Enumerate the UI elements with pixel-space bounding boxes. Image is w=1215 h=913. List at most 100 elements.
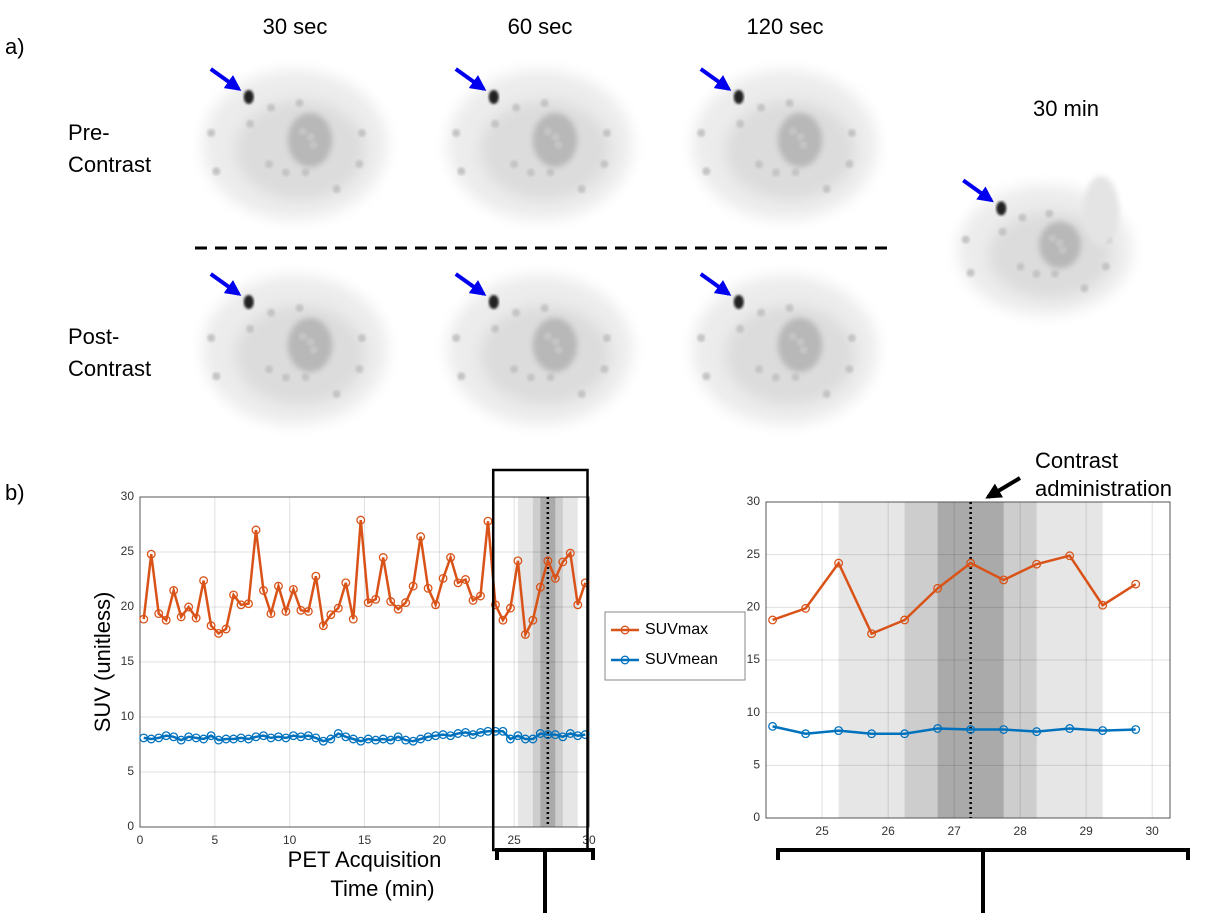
lesion xyxy=(734,295,744,309)
speckle xyxy=(848,334,856,342)
x-tick-label: 25 xyxy=(815,824,829,838)
speckle xyxy=(1045,210,1053,218)
speckle xyxy=(282,169,290,177)
speckle xyxy=(541,99,549,107)
speckle xyxy=(282,374,290,382)
x-tick-label: 30 xyxy=(582,833,596,847)
speckle xyxy=(1018,214,1026,222)
speckle xyxy=(512,104,520,112)
x-tick-label: 5 xyxy=(211,833,218,847)
speckle xyxy=(600,365,608,373)
pet-image xyxy=(693,274,878,425)
speckle xyxy=(310,346,318,354)
speckle xyxy=(355,365,363,373)
x-tick-label: 10 xyxy=(283,833,297,847)
speckle xyxy=(702,167,710,175)
speckle xyxy=(1102,263,1110,271)
y-tick-label: 25 xyxy=(121,544,135,558)
arrow xyxy=(211,274,239,294)
speckle xyxy=(1051,270,1059,278)
speckle xyxy=(772,374,780,382)
speckle xyxy=(267,309,275,317)
shoulder xyxy=(1083,176,1119,246)
x-tick-label: 28 xyxy=(1013,824,1027,838)
lesion xyxy=(734,90,744,104)
pet-image xyxy=(203,274,388,425)
x-axis-label: PET Acquisition xyxy=(288,847,442,872)
speckle xyxy=(552,338,560,346)
pet-image xyxy=(448,274,633,425)
bracket xyxy=(778,850,1188,913)
speckle xyxy=(600,160,608,168)
speckle xyxy=(848,129,856,137)
lesion xyxy=(489,295,499,309)
pet-image xyxy=(448,69,633,220)
figure: a) b) 30 sec 60 sec 120 sec 30 min Pre- … xyxy=(0,0,1215,913)
speckle xyxy=(527,374,535,382)
arrow xyxy=(701,274,729,294)
speckle xyxy=(512,309,520,317)
speckle xyxy=(845,160,853,168)
speckle xyxy=(702,372,710,380)
speckle xyxy=(755,365,763,373)
speckle xyxy=(358,334,366,342)
speckle xyxy=(510,365,518,373)
y-tick-label: 0 xyxy=(753,810,760,824)
column-label: 30 min xyxy=(1033,96,1099,121)
speckle xyxy=(358,129,366,137)
row-label: Contrast xyxy=(68,152,151,177)
speckle xyxy=(697,334,705,342)
speckle xyxy=(823,185,831,193)
speckle xyxy=(845,365,853,373)
speckle xyxy=(792,373,800,381)
speckle xyxy=(736,325,744,333)
speckle xyxy=(823,390,831,398)
column-label: 60 sec xyxy=(508,14,573,39)
speckle xyxy=(967,269,975,277)
speckle xyxy=(457,167,465,175)
speckle xyxy=(452,334,460,342)
speckle xyxy=(1056,239,1064,247)
speckle xyxy=(544,127,552,135)
speckle xyxy=(999,228,1007,236)
speckle xyxy=(1080,284,1088,292)
speckle xyxy=(310,141,318,149)
speckle xyxy=(789,127,797,135)
arrow xyxy=(701,69,729,89)
speckle xyxy=(510,160,518,168)
speckle xyxy=(547,168,555,176)
arrow xyxy=(456,69,484,89)
speckle xyxy=(772,169,780,177)
lesion xyxy=(996,201,1006,215)
y-tick-label: 5 xyxy=(127,764,134,778)
row-label: Pre- xyxy=(68,120,110,145)
x-tick-label: 29 xyxy=(1079,824,1093,838)
speckle xyxy=(491,325,499,333)
pet-image xyxy=(693,69,878,220)
speckle xyxy=(246,120,254,128)
speckle xyxy=(757,104,765,112)
column-label: 30 sec xyxy=(263,14,328,39)
pet-image xyxy=(958,176,1133,315)
arrow xyxy=(963,180,991,200)
speckle xyxy=(296,304,304,312)
x-tick-label: 25 xyxy=(507,833,521,847)
speckle xyxy=(603,129,611,137)
speckle xyxy=(789,332,797,340)
speckle xyxy=(555,141,563,149)
y-tick-label: 30 xyxy=(747,494,761,508)
speckle xyxy=(1048,234,1056,242)
speckle xyxy=(800,346,808,354)
x-axis-label: Time (min) xyxy=(330,876,434,901)
speckle xyxy=(797,338,805,346)
y-tick-label: 15 xyxy=(121,654,135,668)
x-tick-label: 20 xyxy=(433,833,447,847)
speckle xyxy=(800,141,808,149)
y-tick-label: 15 xyxy=(747,652,761,666)
annotation-arrow xyxy=(988,478,1020,497)
speckle xyxy=(302,168,310,176)
speckle xyxy=(547,373,555,381)
speckle xyxy=(491,120,499,128)
y-tick-label: 25 xyxy=(747,547,761,561)
speckle xyxy=(452,129,460,137)
